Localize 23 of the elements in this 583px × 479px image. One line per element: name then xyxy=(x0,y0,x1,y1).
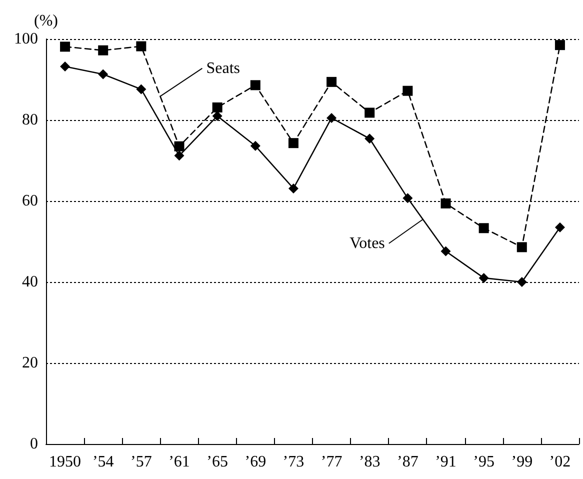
x-tick-label: 1950 xyxy=(49,454,82,470)
x-tick-label: ’02 xyxy=(549,454,571,470)
y-tick-label: 0 xyxy=(30,436,38,452)
y-tick-label: 20 xyxy=(22,354,38,372)
x-tick-label: ’83 xyxy=(358,454,380,470)
x-tick-label: ’95 xyxy=(473,454,494,470)
y-tick-label: 60 xyxy=(22,192,38,210)
x-tick-label: ’69 xyxy=(244,454,266,470)
x-tick-label: ’65 xyxy=(206,454,228,470)
x-tick-label: ’61 xyxy=(168,454,190,470)
x-tick-label: ’57 xyxy=(130,454,152,470)
x-tick-label: ’73 xyxy=(282,454,304,470)
y-tick-label: 80 xyxy=(22,112,38,128)
x-tick-label: ’87 xyxy=(397,454,418,470)
y-tick-label: 100 xyxy=(14,30,38,48)
x-tick-label: ’77 xyxy=(320,454,342,470)
x-tick-label: ’99 xyxy=(511,454,533,470)
text: Votes xyxy=(350,234,385,252)
series-label: Seats xyxy=(206,60,240,77)
x-tick-label: ’91 xyxy=(435,454,456,470)
x-tick-label: ’54 xyxy=(92,454,114,470)
y-tick-label: 40 xyxy=(22,274,38,290)
y-axis-title: (%) xyxy=(34,12,58,30)
